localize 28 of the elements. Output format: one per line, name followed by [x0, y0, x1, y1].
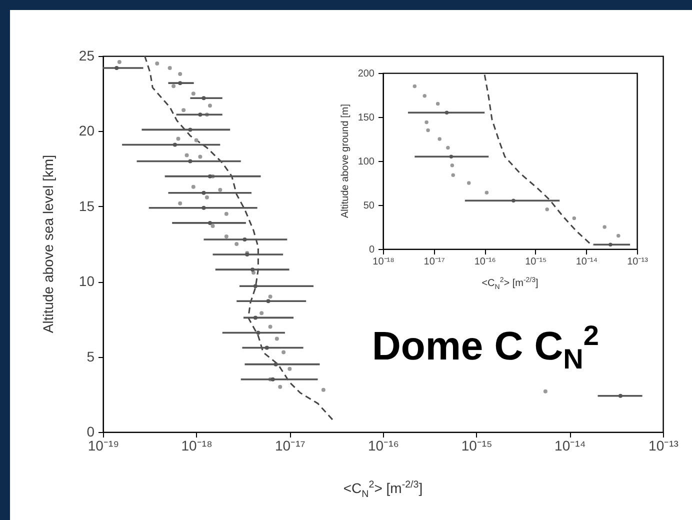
y-tick-label: 10 — [78, 273, 95, 290]
x-tick-label: 10⁻¹⁹ — [88, 438, 120, 454]
x-tick-label: 10⁻¹³ — [648, 438, 679, 454]
y-tick-label: 0 — [368, 244, 375, 256]
y-axis-title: Altitude above ground [m] — [340, 104, 351, 218]
y-axis-title: Altitude above sea level [km] — [40, 154, 56, 334]
x-tick-label: 10⁻¹⁶ — [368, 438, 399, 454]
y-tick-label: 50 — [363, 200, 375, 212]
x-tick-label: 10⁻¹⁷ — [424, 256, 446, 268]
x-tick-label: 10⁻¹³ — [627, 256, 649, 268]
x-tick-label: 10⁻¹⁸ — [372, 256, 394, 268]
y-tick-label: 100 — [358, 156, 375, 168]
y-tick-label: 150 — [358, 112, 375, 124]
x-axis-title: <C$_{N}$$^{2}$> [m$^{-2/3}$] — [343, 479, 423, 500]
x-tick-label: 10⁻¹⁶ — [474, 256, 496, 268]
y-tick-label: 200 — [358, 68, 375, 80]
y-tick-label: 0 — [86, 424, 95, 440]
x-axis-title: <C$_{N}$$^{2}$> [m$^{-2/3}$] — [482, 276, 538, 292]
y-tick-label: 20 — [78, 122, 95, 139]
y-tick-label: 5 — [86, 348, 95, 364]
x-tick-label: 10⁻¹⁸ — [181, 438, 212, 454]
x-tick-label: 10⁻¹⁵ — [461, 438, 492, 454]
x-tick-label: 10⁻¹⁴ — [554, 438, 586, 454]
x-tick-label: 10⁻¹⁵ — [525, 256, 547, 268]
x-tick-label: 10⁻¹⁷ — [275, 438, 306, 454]
y-tick-label: 25 — [78, 48, 95, 64]
y-tick-label: 15 — [78, 198, 95, 214]
x-tick-label: 10⁻¹⁴ — [576, 256, 598, 268]
